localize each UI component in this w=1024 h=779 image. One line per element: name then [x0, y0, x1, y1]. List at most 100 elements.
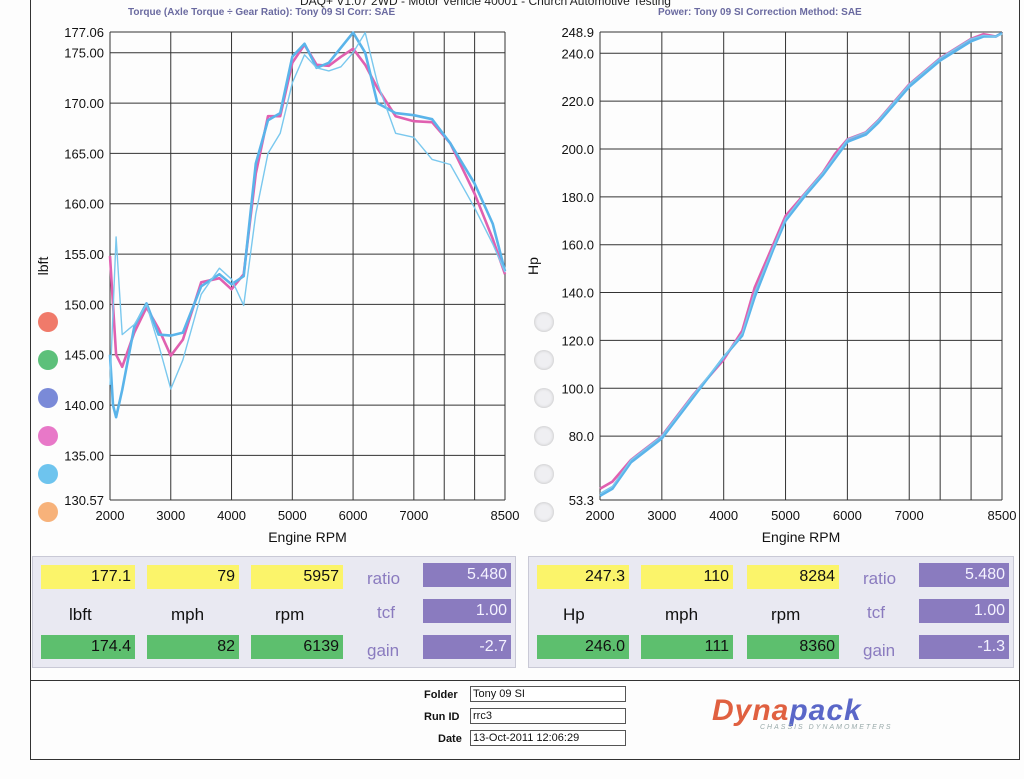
- hp-series-line: [599, 33, 1003, 495]
- unit-mph: mph: [665, 605, 699, 624]
- unit-lbft: lbft: [69, 605, 92, 624]
- ratio-value: 5.480: [919, 563, 1009, 587]
- gain-label: gain: [367, 641, 400, 660]
- legend-dot-empty[interactable]: [534, 426, 554, 446]
- lbft-y-tick: 150.00: [64, 297, 104, 312]
- runid-label: Run ID: [424, 711, 460, 723]
- hp-x-tick: 4000: [709, 508, 738, 523]
- legend-dot[interactable]: [38, 426, 58, 446]
- second-torque-rpm: 6139: [251, 635, 343, 659]
- gain-value: -2.7: [423, 635, 511, 659]
- second-power-rpm: 8360: [747, 635, 839, 659]
- hp-y-axis-title: Hp: [525, 257, 541, 275]
- max-torque-mph: 79: [147, 565, 239, 589]
- unit-rpm: rpm: [771, 605, 801, 624]
- gain-label: gain: [863, 641, 896, 660]
- legend-dot[interactable]: [38, 464, 58, 484]
- date-value: 13-Oct-2011 12:06:29: [470, 730, 626, 746]
- hp-x-axis-title: Engine RPM: [762, 529, 841, 545]
- max-power-rpm: 8284: [747, 565, 839, 589]
- max-torque-rpm: 5957: [251, 565, 343, 589]
- hp-x-tick: 2000: [586, 508, 615, 523]
- footer-divider: [30, 680, 1020, 681]
- legend-dot-empty[interactable]: [534, 464, 554, 484]
- unit-hp: Hp: [563, 605, 585, 624]
- lbft-y-tick: 155.00: [64, 247, 104, 262]
- lbft-y-tick: 175.00: [64, 46, 104, 61]
- right-results-panel: 247.3 110 8284 Hp mph rpm 246.0 111 8360…: [528, 556, 1014, 668]
- hp-y-tick: 240.0: [561, 46, 594, 61]
- lbft-y-tick: 135.00: [64, 448, 104, 463]
- legend-dot-empty[interactable]: [534, 350, 554, 370]
- lbft-x-tick: 2000: [96, 508, 125, 523]
- lbft-x-tick: 3000: [156, 508, 185, 523]
- lbft-x-tick: 6000: [339, 508, 368, 523]
- hp-x-tick: 5000: [771, 508, 800, 523]
- legend-dot[interactable]: [38, 502, 58, 522]
- left-chart-subtitle: Torque (Axle Torque ÷ Gear Ratio): Tony …: [128, 7, 396, 18]
- lbft-series-line: [109, 31, 506, 390]
- gain-value: -1.3: [919, 635, 1009, 659]
- hp-y-tick: 220.0: [561, 94, 594, 109]
- lbft-y-tick: 177.06: [64, 25, 104, 40]
- lbft-y-tick: 145.00: [64, 348, 104, 363]
- hp-x-tick: 6000: [833, 508, 862, 523]
- legend-dot[interactable]: [38, 388, 58, 408]
- lbft-x-axis-title: Engine RPM: [268, 529, 347, 545]
- hp-y-tick: 140.0: [561, 286, 594, 301]
- sheet-frame: [30, 0, 1020, 760]
- folder-label: Folder: [424, 689, 458, 701]
- hp-x-tick: 8500: [988, 508, 1017, 523]
- hp-y-tick: 248.9: [561, 25, 594, 40]
- runid-value: rrc3: [470, 708, 626, 724]
- date-label: Date: [438, 733, 462, 745]
- ratio-label: ratio: [367, 569, 401, 588]
- hp-series-line: [599, 31, 1003, 498]
- dynapack-logo: Dynapack: [712, 694, 862, 728]
- right-chart-subtitle: Power: Tony 09 SI Correction Method: SAE: [658, 7, 862, 18]
- hp-y-tick: 200.0: [561, 142, 594, 157]
- unit-rpm: rpm: [275, 605, 305, 624]
- hp-x-tick: 7000: [895, 508, 924, 523]
- lbft-y-tick: 170.00: [64, 96, 104, 111]
- lbft-y-axis-title: lbft: [35, 257, 51, 276]
- legend-dot-empty[interactable]: [534, 388, 554, 408]
- tcf-value: 1.00: [919, 599, 1009, 623]
- hp-y-tick: 53.3: [569, 493, 594, 508]
- ratio-value: 5.480: [423, 563, 511, 587]
- lbft-x-tick: 7000: [399, 508, 428, 523]
- lbft-x-tick: 8500: [491, 508, 520, 523]
- legend-dot-empty[interactable]: [534, 502, 554, 522]
- second-power-value: 246.0: [537, 635, 629, 659]
- dyno-charts: 2000 3000 4000 5000 6000 7000 8500 130.57 135.00…: [35, 25, 1017, 545]
- hp-x-tick: 3000: [647, 508, 676, 523]
- logo-tagline: CHASSIS DYNAMOMETERS: [760, 724, 893, 731]
- lbft-y-tick: 130.57: [64, 493, 104, 508]
- hp-y-tick: 160.0: [561, 238, 594, 253]
- tcf-value: 1.00: [423, 599, 511, 623]
- legend-dot-empty[interactable]: [534, 312, 554, 332]
- legend-dot[interactable]: [38, 350, 58, 370]
- hp-y-tick: 100.0: [561, 381, 594, 396]
- max-power-value: 247.3: [537, 565, 629, 589]
- max-torque-value: 177.1: [41, 565, 135, 589]
- lbft-x-tick: 5000: [278, 508, 307, 523]
- second-power-mph: 111: [641, 635, 733, 659]
- lbft-series-line: [108, 43, 507, 369]
- lbft-y-tick: 140.00: [64, 398, 104, 413]
- lbft-series-line: [108, 31, 507, 419]
- lbft-y-tick: 165.00: [64, 146, 104, 161]
- unit-mph: mph: [171, 605, 205, 624]
- tcf-label: tcf: [377, 603, 395, 622]
- lbft-x-tick: 4000: [217, 508, 246, 523]
- logo-part1: Dyna: [712, 694, 790, 727]
- tcf-label: tcf: [867, 603, 885, 622]
- max-power-mph: 110: [641, 565, 733, 589]
- hp-y-tick: 180.0: [561, 190, 594, 205]
- second-torque-mph: 82: [147, 635, 239, 659]
- second-torque-value: 174.4: [41, 635, 135, 659]
- lbft-y-tick: 160.00: [64, 197, 104, 212]
- report-title: DAQ+ V1.07 2WD - Motor Vehicle 40001 - C…: [300, 0, 671, 8]
- legend-dot[interactable]: [38, 312, 58, 332]
